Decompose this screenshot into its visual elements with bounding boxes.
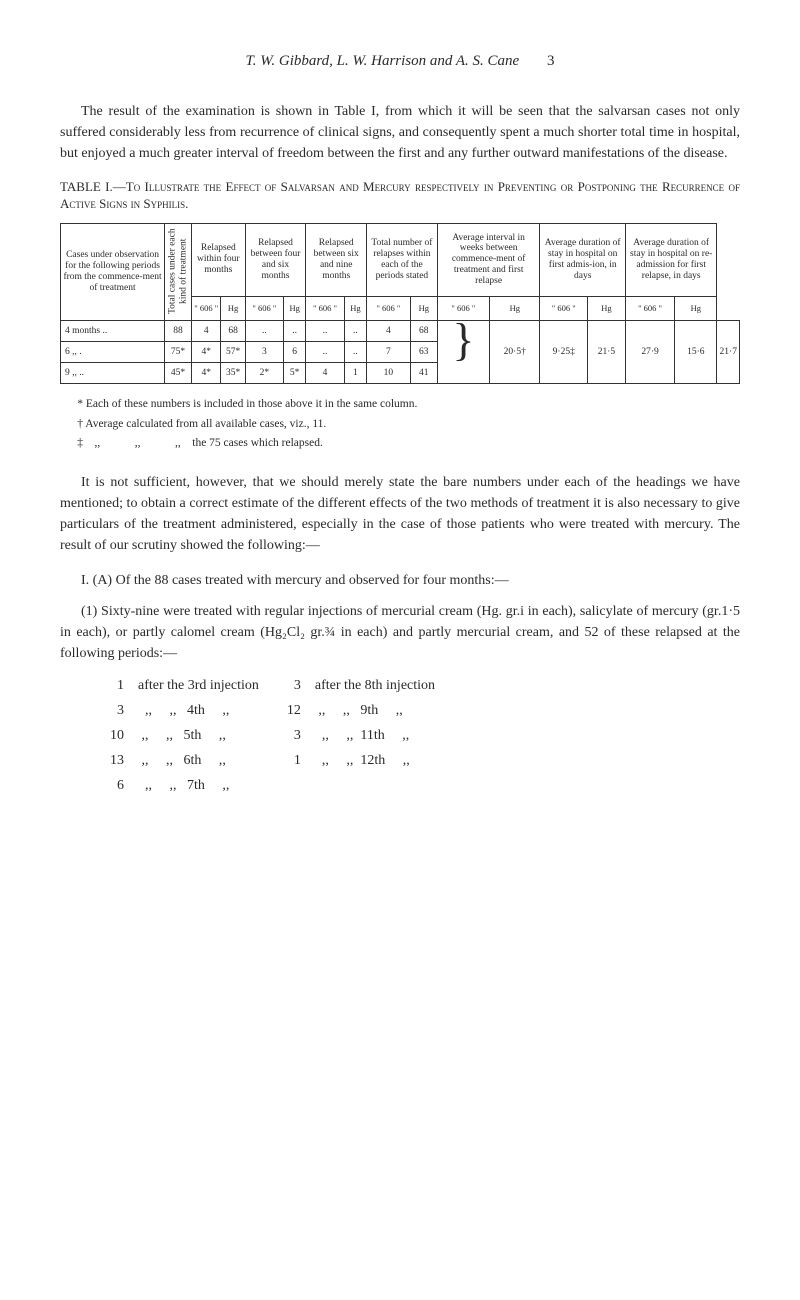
paragraph-2: It is not sufficient, however, that we s… (60, 472, 740, 556)
cell: 3 (245, 341, 283, 362)
inj-text: ,, ,, 11th ,, (309, 724, 441, 747)
cell: 4* (191, 363, 221, 384)
cell: 4 (191, 320, 221, 341)
subhead-606: " 606 " (306, 297, 344, 321)
header-authors: T. W. Gibbard, L. W. Harrison and A. S. … (246, 53, 520, 69)
inj-text: ,, ,, 7th ,, (132, 774, 265, 797)
inj-row: 13 ,, ,, 6th ,, 1 ,, ,, 12th ,, (90, 749, 441, 772)
inj-text: ,, ,, 12th ,, (309, 749, 441, 772)
section-I-A: I. (A) Of the 88 cases treated with merc… (81, 570, 740, 591)
inj-count: 6 (90, 774, 130, 797)
cell: .. (344, 341, 366, 362)
cell: .. (306, 320, 344, 341)
cell: 4 (367, 320, 411, 341)
avg-stay1-606: 21·5 (588, 320, 626, 384)
col-header: Total cases under each kind of treatment (165, 223, 192, 320)
row-label: 6 ,, . (61, 341, 165, 362)
cell: 41 (410, 363, 437, 384)
col-header: Average interval in weeks between commen… (437, 223, 540, 296)
inj-count: 3 (267, 674, 307, 697)
subhead-hg: Hg (344, 297, 366, 321)
subhead-606: " 606 " (191, 297, 221, 321)
subhead-hg: Hg (588, 297, 626, 321)
footnote-1: * Each of these numbers is included in t… (77, 396, 740, 413)
cell: 88 (165, 320, 192, 341)
avg-interval-606: 20·5† (490, 320, 540, 384)
cell: .. (344, 320, 366, 341)
subhead-606: " 606 " (625, 297, 674, 321)
cell: 7 (367, 341, 411, 362)
data-table: Cases under observation for the followin… (60, 223, 740, 385)
col-header: Average duration of stay in hospital on … (540, 223, 625, 296)
inj-count: 3 (267, 724, 307, 747)
subhead-hg: Hg (410, 297, 437, 321)
cell: 57* (221, 341, 245, 362)
subhead-606: " 606 " (245, 297, 283, 321)
cell: 4* (191, 341, 221, 362)
injection-schedule: 1 after the 3rd injection 3 after the 8t… (88, 672, 443, 799)
inj-row: 6 ,, ,, 7th ,, (90, 774, 441, 797)
inj-text: ,, ,, 4th ,, (132, 699, 265, 722)
inj-text: after the 8th injection (309, 674, 441, 697)
inj-row: 3 ,, ,, 4th ,, 12 ,, ,, 9th ,, (90, 699, 441, 722)
col-header: Relapsed within four months (191, 223, 245, 296)
inj-text: ,, ,, 6th ,, (132, 749, 265, 772)
running-header: T. W. Gibbard, L. W. Harrison and A. S. … (60, 50, 740, 73)
inj-text: ,, ,, 5th ,, (132, 724, 265, 747)
inj-text: ,, ,, 9th ,, (309, 699, 441, 722)
subhead-606: " 606 " (367, 297, 411, 321)
cell: 63 (410, 341, 437, 362)
table-row: 4 months .. 88 4 68 .. .. .. .. 4 68 } 2… (61, 320, 740, 341)
avg-interval-hg: 9·25‡ (540, 320, 588, 384)
page-number: 3 (547, 53, 555, 69)
inj-count: 10 (90, 724, 130, 747)
inj-count: 13 (90, 749, 130, 772)
col-header: Total number of relapses within each of … (367, 223, 438, 296)
row-label: 4 months .. (61, 320, 165, 341)
row-label: 9 ,, .. (61, 363, 165, 384)
list-item-1: (1) Sixty-nine were treated with regular… (60, 601, 740, 664)
subhead-hg: Hg (675, 297, 717, 321)
paragraph-1: The result of the examination is shown i… (60, 101, 740, 164)
footnote-3: ‡ ,, ,, ,, the 75 cases which relapsed. (77, 435, 740, 452)
inj-row: 10 ,, ,, 5th ,, 3 ,, ,, 11th ,, (90, 724, 441, 747)
cell: .. (306, 341, 344, 362)
cell: .. (245, 320, 283, 341)
col-header: Average duration of stay in hospital on … (625, 223, 717, 296)
table-caption: TABLE I.—To Illustrate the Effect of Sal… (60, 178, 740, 213)
avg-stay2-606: 15·6 (675, 320, 717, 384)
inj-count: 1 (267, 749, 307, 772)
cell: 6 (284, 341, 306, 362)
subhead-hg: Hg (490, 297, 540, 321)
inj-count: 1 (90, 674, 130, 697)
cell: 45* (165, 363, 192, 384)
brace-cell: } (437, 320, 489, 384)
avg-stay1-hg: 27·9 (625, 320, 674, 384)
col-header: Relapsed between four and six months (245, 223, 306, 296)
subhead-606: " 606 " (540, 297, 588, 321)
cell: 68 (221, 320, 245, 341)
cell: 1 (344, 363, 366, 384)
subhead-hg: Hg (284, 297, 306, 321)
col-header: Relapsed between six and nine months (306, 223, 367, 296)
inj-count: 3 (90, 699, 130, 722)
cell: 75* (165, 341, 192, 362)
cell: 10 (367, 363, 411, 384)
inj-text: after the 3rd injection (132, 674, 265, 697)
inj-count: 12 (267, 699, 307, 722)
inj-row: 1 after the 3rd injection 3 after the 8t… (90, 674, 441, 697)
cell: 2* (245, 363, 283, 384)
cell: 35* (221, 363, 245, 384)
footnote-2: † Average calculated from all available … (77, 416, 740, 433)
table-header-row: Cases under observation for the followin… (61, 223, 740, 296)
col-header: Cases under observation for the followin… (61, 223, 165, 320)
footnotes: * Each of these numbers is included in t… (60, 396, 740, 452)
cell: 5* (284, 363, 306, 384)
cell: 4 (306, 363, 344, 384)
subhead-hg: Hg (221, 297, 245, 321)
avg-stay2-hg: 21·7 (717, 320, 740, 384)
cell: .. (284, 320, 306, 341)
cell: 68 (410, 320, 437, 341)
